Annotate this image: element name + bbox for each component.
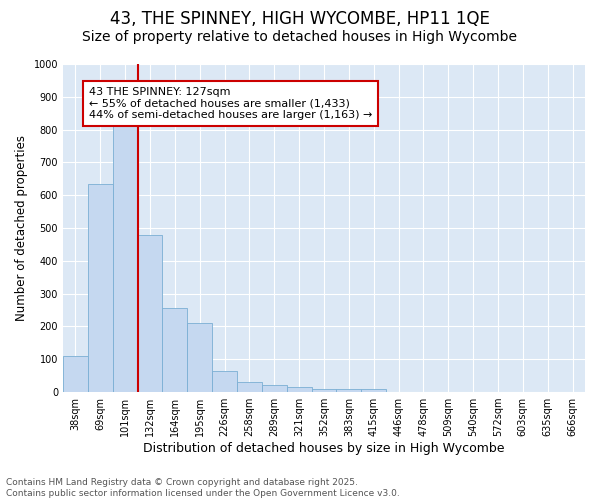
Bar (212, 371, 237, 392)
Text: Size of property relative to detached houses in High Wycombe: Size of property relative to detached ho… (83, 30, 517, 44)
X-axis label: Distribution of detached houses by size in High Wycombe: Distribution of detached houses by size … (143, 442, 505, 455)
Bar (361, 389, 386, 392)
Bar (63, 356, 88, 392)
Text: 43, THE SPINNEY, HIGH WYCOMBE, HP11 1QE: 43, THE SPINNEY, HIGH WYCOMBE, HP11 1QE (110, 10, 490, 28)
Bar (113, 124, 137, 392)
Bar (237, 382, 262, 392)
Bar (187, 323, 212, 392)
Bar (287, 387, 311, 392)
Bar (88, 184, 113, 392)
Y-axis label: Number of detached properties: Number of detached properties (15, 135, 28, 321)
Text: 43 THE SPINNEY: 127sqm
← 55% of detached houses are smaller (1,433)
44% of semi-: 43 THE SPINNEY: 127sqm ← 55% of detached… (89, 87, 373, 120)
Text: Contains HM Land Registry data © Crown copyright and database right 2025.
Contai: Contains HM Land Registry data © Crown c… (6, 478, 400, 498)
Bar (163, 308, 187, 392)
Bar (311, 389, 337, 392)
Bar (137, 234, 163, 392)
Bar (337, 389, 361, 392)
Bar (262, 385, 287, 392)
